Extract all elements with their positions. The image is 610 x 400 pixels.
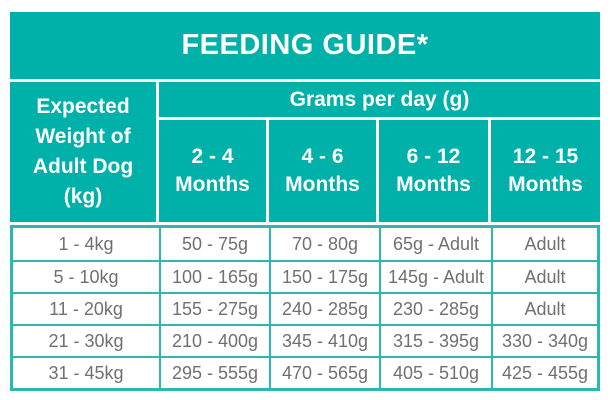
value-cell: 150 - 175g: [269, 260, 379, 292]
value-cell: Adult: [491, 292, 597, 324]
weight-cell: 21 - 30kg: [13, 324, 159, 356]
value-cell: 50 - 75g: [159, 228, 269, 260]
feeding-guide-table: FEEDING GUIDE* Expected Weight of Adult …: [10, 12, 600, 391]
value-cell: 145g - Adult: [379, 260, 491, 292]
grams-per-day-header: Grams per day (g): [159, 82, 600, 117]
column-header-6-12-months: 6 - 12 Months: [379, 120, 488, 222]
value-cell: 230 - 285g: [379, 292, 491, 324]
weight-cell: 31 - 45kg: [13, 356, 159, 388]
value-cell: 70 - 80g: [269, 228, 379, 260]
table-body: 1 - 4kg 50 - 75g 70 - 80g 65g - Adult Ad…: [10, 225, 600, 391]
column-header-12-15-months: 12 - 15 Months: [491, 120, 600, 222]
value-cell: 155 - 275g: [159, 292, 269, 324]
value-cell: 240 - 285g: [269, 292, 379, 324]
value-cell: Adult: [491, 260, 597, 292]
value-cell: 210 - 400g: [159, 324, 269, 356]
value-cell: 295 - 555g: [159, 356, 269, 388]
value-cell: 65g - Adult: [379, 228, 491, 260]
weight-cell: 5 - 10kg: [13, 260, 159, 292]
value-cell: 315 - 395g: [379, 324, 491, 356]
value-cell: Adult: [491, 228, 597, 260]
weight-cell: 11 - 20kg: [13, 292, 159, 324]
value-cell: 470 - 565g: [269, 356, 379, 388]
table-header: Expected Weight of Adult Dog (kg) Grams …: [10, 82, 600, 222]
value-cell: 345 - 410g: [269, 324, 379, 356]
weight-column-header: Expected Weight of Adult Dog (kg): [10, 82, 156, 222]
column-header-4-6-months: 4 - 6 Months: [269, 120, 376, 222]
title-bar: FEEDING GUIDE*: [10, 12, 600, 79]
value-cell: 330 - 340g: [491, 324, 597, 356]
page-title: FEEDING GUIDE*: [181, 29, 429, 61]
value-cell: 405 - 510g: [379, 356, 491, 388]
column-header-2-4-months: 2 - 4 Months: [159, 120, 266, 222]
value-cell: 100 - 165g: [159, 260, 269, 292]
value-cell: 425 - 455g: [491, 356, 597, 388]
weight-cell: 1 - 4kg: [13, 228, 159, 260]
